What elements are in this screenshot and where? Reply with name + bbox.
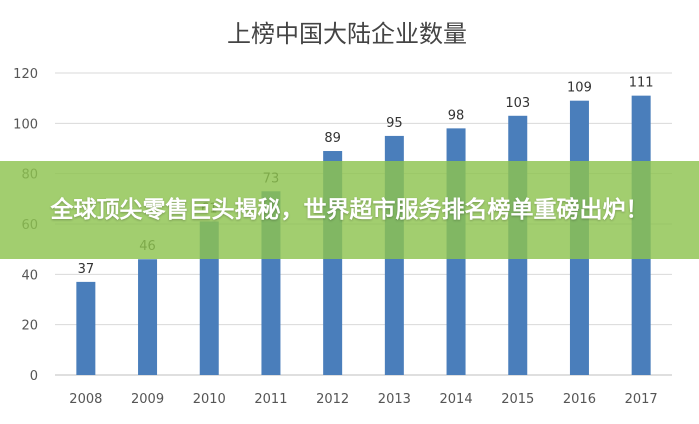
data-label: 109	[567, 81, 592, 96]
x-tick-label: 2010	[193, 392, 226, 407]
x-tick-label: 2009	[131, 392, 164, 407]
x-tick-label: 2014	[440, 392, 473, 407]
data-label: 111	[629, 76, 654, 91]
bar	[76, 281, 96, 375]
data-label: 37	[78, 262, 95, 277]
x-tick-label: 2015	[501, 392, 534, 407]
data-label: 98	[448, 108, 465, 123]
bar	[199, 221, 219, 375]
x-tick-label: 2011	[254, 392, 287, 407]
x-tick-label: 2017	[625, 392, 658, 407]
x-tick-label: 2008	[69, 392, 102, 407]
y-tick-label: 0	[30, 369, 38, 384]
data-label: 89	[324, 131, 341, 146]
y-tick-label: 100	[13, 117, 38, 132]
x-tick-label: 2013	[378, 392, 411, 407]
chart-title: 上榜中国大陆企业数量	[227, 20, 467, 48]
x-tick-label: 2016	[563, 392, 596, 407]
headline-text: 全球顶尖零售巨头揭秘，世界超市服务排名榜单重磅出炉！	[50, 197, 649, 223]
y-tick-label: 20	[21, 319, 38, 334]
data-label: 103	[505, 96, 530, 111]
bar	[138, 259, 158, 375]
x-tick-label: 2012	[316, 392, 349, 407]
y-tick-label: 120	[13, 67, 38, 82]
y-tick-label: 40	[21, 268, 38, 283]
headline-banner: 全球顶尖零售巨头揭秘，世界超市服务排名榜单重磅出炉！	[0, 161, 699, 259]
data-label: 95	[386, 116, 403, 131]
